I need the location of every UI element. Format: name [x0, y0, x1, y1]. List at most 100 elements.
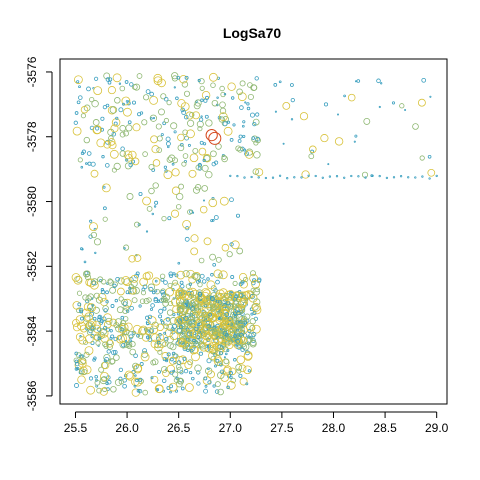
data-points: [71, 72, 438, 397]
data-point: [245, 382, 249, 386]
data-point: [171, 162, 175, 166]
data-point: [157, 78, 166, 88]
data-point: [125, 100, 129, 103]
data-point: [197, 78, 201, 83]
data-point: [230, 240, 240, 250]
data-point: [181, 110, 187, 115]
data-point: [161, 292, 167, 298]
data-point: [224, 332, 229, 337]
data-point: [191, 376, 195, 381]
data-point: [221, 328, 228, 334]
data-point: [103, 140, 112, 149]
data-point: [247, 335, 251, 339]
data-point: [198, 314, 206, 322]
data-point: [74, 111, 79, 115]
data-point: [119, 341, 127, 349]
data-point: [85, 295, 92, 302]
data-point: [190, 294, 197, 300]
data-point: [174, 273, 179, 278]
y-tick-label: -3586: [25, 380, 39, 411]
data-point: [335, 175, 339, 178]
data-point: [177, 305, 185, 313]
data-point: [73, 120, 78, 125]
data-point: [151, 212, 155, 216]
data-point: [353, 140, 356, 143]
data-point: [129, 339, 133, 343]
data-point: [363, 117, 371, 125]
data-point: [211, 302, 220, 311]
data-point: [129, 348, 136, 356]
data-point: [371, 174, 374, 177]
data-point: [239, 80, 246, 87]
data-point: [170, 357, 174, 362]
data-point: [175, 96, 179, 101]
data-point: [226, 380, 236, 390]
data-point: [86, 278, 96, 288]
data-point: [112, 283, 117, 288]
data-point: [240, 280, 245, 285]
data-point: [203, 376, 208, 381]
data-point: [125, 158, 129, 162]
data-point: [252, 168, 260, 175]
y-tick-label: -3576: [25, 56, 39, 87]
data-point: [201, 185, 209, 192]
data-point: [230, 275, 235, 279]
data-point: [162, 341, 168, 347]
data-point: [172, 371, 179, 378]
data-point: [83, 302, 93, 312]
data-point: [200, 115, 203, 118]
data-point: [219, 101, 226, 109]
data-point: [107, 278, 113, 284]
data-point: [90, 326, 95, 331]
data-point: [241, 315, 248, 323]
data-point: [103, 72, 111, 80]
data-point: [105, 77, 111, 82]
data-point: [157, 349, 163, 355]
data-point: [199, 85, 205, 91]
data-point: [172, 279, 179, 286]
data-point: [184, 75, 189, 80]
data-point: [123, 150, 133, 160]
data-point: [399, 175, 403, 178]
data-point: [123, 130, 129, 137]
data-point: [239, 105, 244, 110]
data-point: [96, 387, 102, 394]
data-point: [169, 390, 172, 394]
data-point: [228, 367, 237, 376]
data-point: [231, 96, 235, 100]
data-point: [198, 78, 205, 85]
data-point: [239, 336, 248, 345]
data-point: [171, 323, 177, 330]
data-point: [142, 196, 152, 206]
data-point: [136, 388, 141, 393]
x-tick-label: 27.0: [219, 421, 243, 435]
data-point: [235, 213, 241, 218]
data-point: [111, 350, 117, 356]
data-point: [150, 375, 159, 384]
data-point: [208, 312, 213, 317]
data-point: [95, 126, 100, 131]
data-point: [82, 294, 89, 301]
data-point: [80, 105, 89, 114]
data-point: [121, 96, 131, 106]
data-point: [226, 348, 230, 352]
data-point: [188, 282, 192, 286]
data-point: [131, 297, 138, 304]
data-point: [160, 93, 167, 100]
data-point: [214, 364, 217, 368]
data-point: [86, 151, 92, 156]
data-point: [85, 162, 88, 165]
data-point: [86, 385, 95, 395]
data-point: [133, 221, 140, 228]
data-point: [171, 75, 178, 82]
data-point: [73, 275, 83, 285]
data-point: [72, 323, 82, 332]
data-point: [72, 318, 80, 327]
data-point: [103, 353, 111, 362]
data-point: [81, 369, 88, 375]
data-point: [153, 205, 157, 208]
y-axis: -3576 -3578 -3580 -3582 -3584 -3586: [25, 56, 53, 411]
y-tick-label: -3580: [25, 186, 39, 217]
data-point: [138, 304, 142, 308]
data-point: [201, 279, 207, 284]
